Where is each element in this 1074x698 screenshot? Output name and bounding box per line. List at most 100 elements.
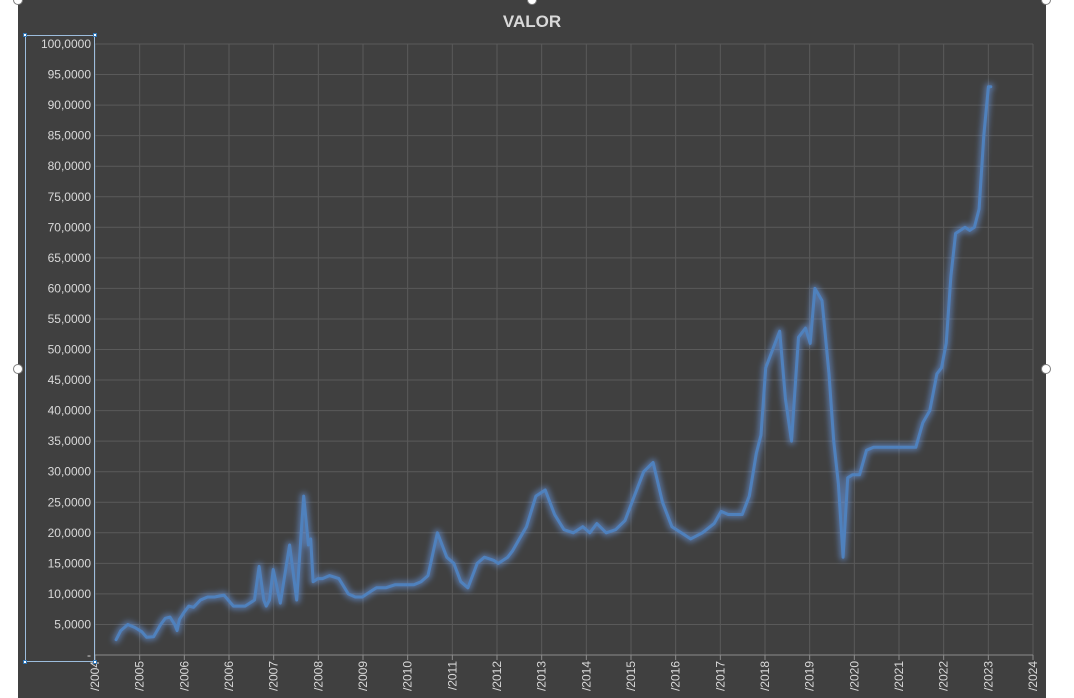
data-point: [159, 623, 162, 626]
data-point: [827, 372, 831, 376]
data-point: [712, 522, 716, 525]
x-tick-label: /2006: [222, 661, 236, 691]
x-tick-label: /2006: [177, 661, 191, 691]
data-point: [436, 531, 439, 534]
y-tick-label: 35,0000: [48, 434, 92, 448]
x-tick-label: /2023: [981, 661, 995, 691]
data-point: [206, 595, 209, 599]
data-point: [797, 336, 800, 339]
data-point: [492, 559, 495, 562]
y-tick-label: 90,0000: [48, 98, 92, 112]
data-point: [719, 510, 723, 513]
data-point: [846, 476, 849, 480]
data-point: [257, 565, 261, 568]
y-tick-label: 80,0000: [48, 159, 92, 173]
data-point: [506, 556, 509, 559]
data-point: [133, 626, 137, 629]
data-point: [893, 446, 896, 449]
data-point: [426, 574, 430, 577]
data-point: [511, 549, 514, 553]
data-point: [872, 446, 875, 449]
data-point: [365, 592, 369, 596]
data-point: [651, 461, 655, 464]
x-tick-label: /2007: [267, 661, 281, 691]
axis-selection-handle-tr[interactable]: [93, 33, 97, 37]
data-point: [755, 452, 758, 455]
y-tick-label: 100,0000: [41, 37, 91, 51]
resize-handle-middle-left[interactable]: [13, 364, 23, 374]
x-tick-label: /2010: [401, 661, 415, 691]
x-tick-label: /2011: [445, 661, 459, 690]
data-point: [989, 85, 992, 88]
data-point: [614, 528, 617, 531]
data-point: [213, 595, 216, 599]
x-tick-label: /2016: [669, 661, 683, 691]
data-point: [945, 342, 948, 345]
data-point: [733, 513, 737, 516]
data-point: [187, 604, 190, 608]
data-point: [518, 537, 521, 541]
y-tick-label: 60,0000: [48, 281, 92, 295]
data-point: [164, 617, 167, 620]
data-point: [741, 513, 744, 516]
data-point: [935, 372, 939, 376]
data-point: [759, 433, 763, 437]
data-point: [459, 580, 463, 583]
data-point: [963, 226, 967, 229]
series-line-valor[interactable]: [114, 85, 993, 642]
data-point: [595, 522, 599, 525]
data-point: [119, 629, 122, 632]
x-tick-label: /2004: [88, 661, 102, 691]
data-point: [295, 598, 298, 602]
data-point: [316, 577, 319, 580]
data-point: [354, 595, 357, 599]
data-point: [199, 598, 202, 602]
data-point: [268, 598, 271, 602]
data-point: [771, 348, 774, 351]
data-point: [473, 568, 477, 571]
data-point: [544, 488, 547, 492]
data-point: [370, 589, 373, 593]
data-point: [192, 606, 195, 609]
resize-handle-top-right[interactable]: [1041, 0, 1051, 5]
x-tick-label: /2009: [356, 661, 370, 691]
y-tick-label: 20,0000: [48, 526, 92, 540]
y-tick-label: 5,0000: [54, 617, 91, 631]
chart-area[interactable]: VALOR - 5,0000 10,0000 15,0000 20,0000 25,000…: [18, 0, 1046, 698]
data-point: [403, 583, 406, 586]
data-point: [476, 562, 479, 565]
axis-selection-handle-tl[interactable]: [23, 33, 27, 37]
data-point: [419, 580, 423, 583]
data-point: [928, 409, 932, 412]
data-point: [466, 586, 470, 589]
data-point: [680, 531, 683, 534]
data-point: [114, 638, 118, 641]
data-point: [784, 397, 787, 400]
x-tick-label: /2022: [937, 661, 951, 691]
y-tick-label: 10,0000: [48, 587, 92, 601]
data-point: [982, 134, 985, 137]
data-point: [572, 531, 575, 534]
data-point: [534, 494, 538, 498]
resize-handle-middle-right[interactable]: [1041, 364, 1051, 374]
data-point: [232, 604, 235, 608]
data-point: [384, 586, 387, 589]
data-point: [588, 531, 591, 534]
y-tick-label: 70,0000: [48, 220, 92, 234]
data-point: [820, 299, 824, 302]
x-tick-label: /2012: [490, 661, 504, 691]
data-point: [623, 519, 627, 522]
axis-selection-handle-bl[interactable]: [23, 660, 27, 664]
axis-selection-outline: [25, 35, 95, 662]
data-point: [790, 439, 793, 443]
data-point: [726, 513, 730, 516]
data-point: [748, 494, 751, 498]
data-point: [858, 473, 861, 476]
data-point: [288, 543, 291, 547]
data-point: [837, 482, 840, 486]
data-point: [337, 577, 341, 580]
y-tick-label: 45,0000: [48, 373, 92, 387]
x-tick-label: /2021: [892, 661, 906, 691]
axis-selection-handle-br[interactable]: [93, 660, 97, 664]
data-point: [581, 525, 584, 528]
